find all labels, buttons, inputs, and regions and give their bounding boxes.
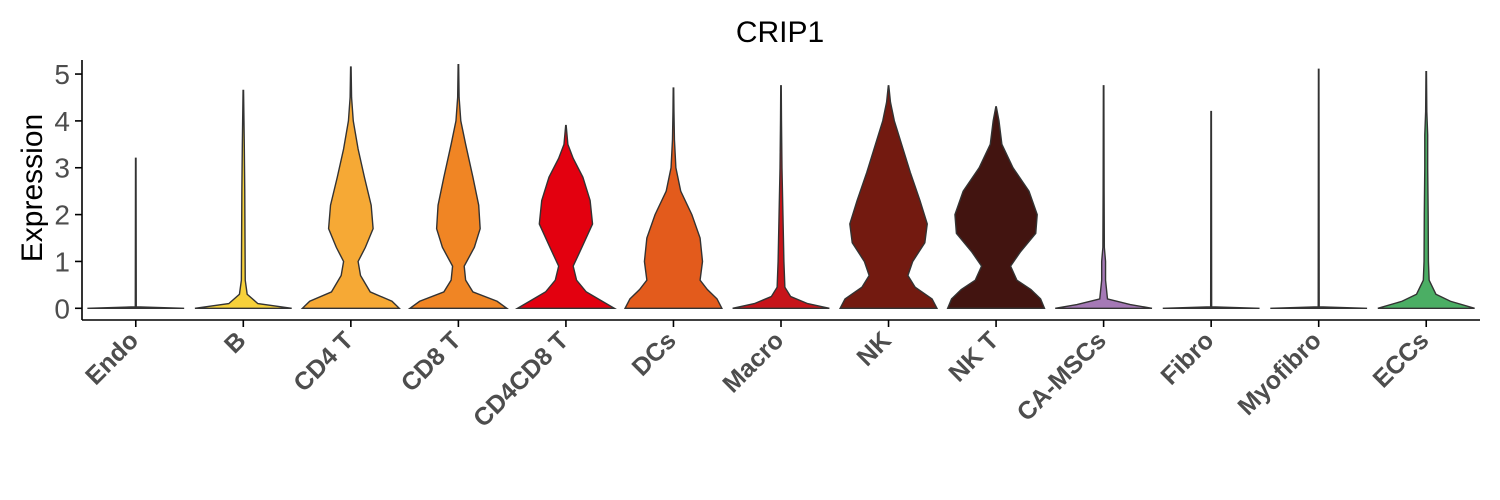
x-tick-label-cd4cd8-t: CD4CD8 T <box>468 326 574 432</box>
violin-cd4cd8-t <box>514 124 617 309</box>
x-tick-label-fibro: Fibro <box>1155 326 1219 390</box>
y-tick-label: 0 <box>54 293 70 324</box>
chart-title: CRIP1 <box>736 16 824 49</box>
y-ticks: 0 1 2 3 4 5 <box>54 59 82 324</box>
x-tick-label-nk-t: NK T <box>943 326 1004 387</box>
x-tick-label-cd8-t: CD8 T <box>396 326 467 397</box>
y-tick-label: 5 <box>54 59 70 90</box>
y-tick-label: 3 <box>54 153 70 184</box>
x-tick-label-cd4-t: CD4 T <box>288 326 359 397</box>
x-tick-label-b: B <box>219 326 252 359</box>
y-tick-label: 4 <box>54 106 70 137</box>
violin-cd4-t <box>300 66 401 309</box>
violin-nk <box>839 85 939 309</box>
violin-cd8-t <box>407 63 509 309</box>
y-axis-label: Expression <box>16 114 49 262</box>
violin-dcs <box>623 87 723 309</box>
x-ticks: Endo B CD4 T CD8 T CD4CD8 T DCs Macro NK NK T CA-… <box>80 320 1434 433</box>
violin-macro <box>732 85 830 309</box>
x-tick-label-ca-mscs: CA-MSCs <box>1012 326 1112 426</box>
y-tick-label: 2 <box>54 200 70 231</box>
x-tick-label-nk: NK <box>851 326 896 371</box>
violin-fibro <box>1162 110 1260 309</box>
x-tick-label-macro: Macro <box>717 326 789 398</box>
violin-group <box>87 63 1475 309</box>
violin-nk-t <box>946 106 1046 309</box>
violin-myofibro <box>1270 68 1368 309</box>
violin-ca-mscs <box>1055 85 1153 309</box>
x-tick-label-dcs: DCs <box>627 326 682 381</box>
x-tick-label-endo: Endo <box>80 326 144 390</box>
violin-b <box>194 89 292 309</box>
y-tick-label: 1 <box>54 246 70 277</box>
x-tick-label-myofibro: Myofibro <box>1233 326 1327 420</box>
x-tick-label-eccs: ECCs <box>1368 326 1435 393</box>
violin-endo <box>87 157 185 309</box>
violin-eccs <box>1377 71 1475 309</box>
